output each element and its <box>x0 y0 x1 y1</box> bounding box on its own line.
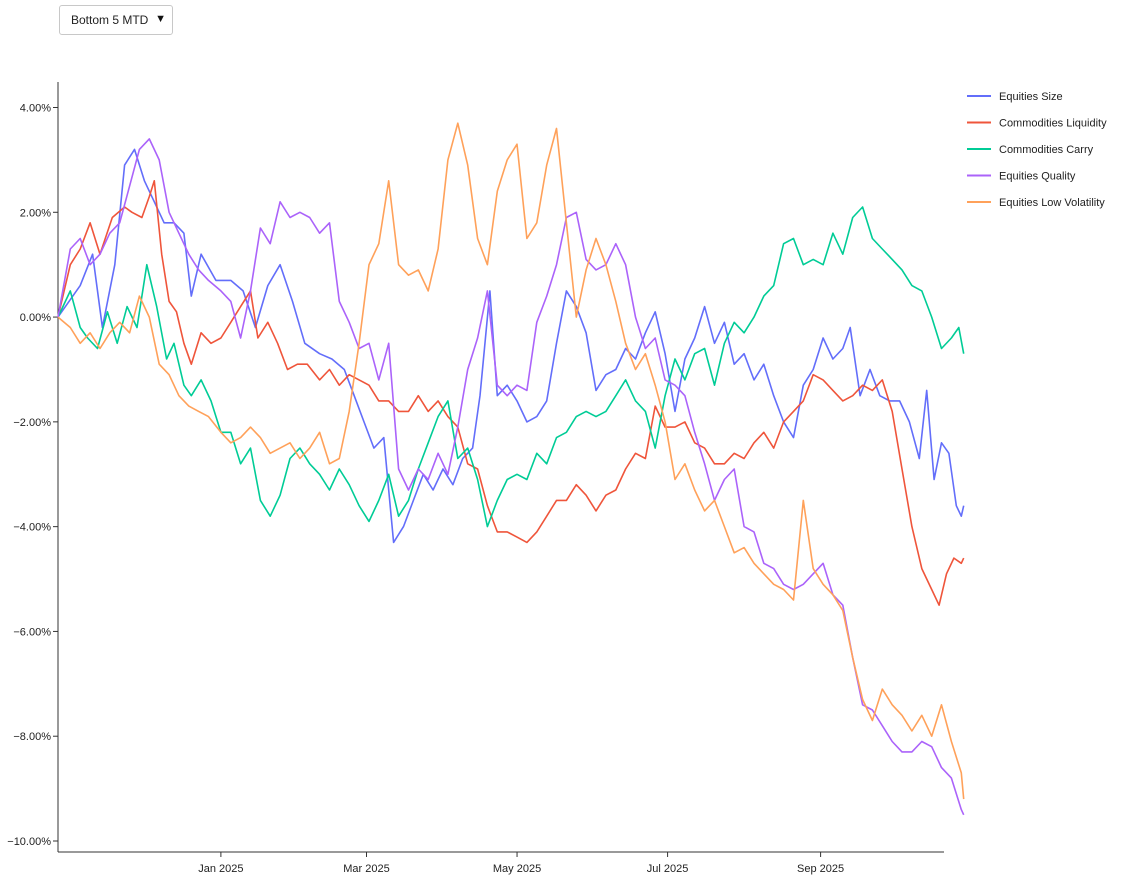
x-tick-label: Mar 2025 <box>343 863 389 875</box>
triangle-down-icon: ▼ <box>155 13 166 25</box>
x-tick-label: Sep 2025 <box>797 863 844 875</box>
series-filter-dropdown[interactable]: Bottom 5 MTD ▼ <box>59 5 173 35</box>
x-tick-label: Jan 2025 <box>198 863 243 875</box>
legend-label: Equities Quality <box>999 171 1076 183</box>
series-line-equities-quality <box>57 138 965 816</box>
legend-label: Commodities Carry <box>999 144 1094 156</box>
dropdown-selected-value: Bottom 5 MTD <box>71 13 149 27</box>
y-tick-label: −10.00% <box>7 836 51 848</box>
y-tick-label: −2.00% <box>13 417 51 429</box>
legend-label: Commodities Liquidity <box>999 118 1107 130</box>
x-tick-label: Jul 2025 <box>647 863 689 875</box>
y-tick-label: 4.00% <box>20 103 51 115</box>
y-tick-label: −6.00% <box>13 626 51 638</box>
y-tick-label: −8.00% <box>13 731 51 743</box>
legend-label: Equities Size <box>999 91 1063 103</box>
series-line-commodities-liquidity <box>57 180 965 607</box>
y-tick-label: −4.00% <box>13 522 51 534</box>
series-line-equities-low-volatility <box>57 122 965 800</box>
legend-label: Equities Low Volatility <box>999 197 1105 209</box>
series-line-commodities-carry <box>57 206 965 528</box>
y-tick-label: 0.00% <box>20 312 51 324</box>
series-line-equities-size <box>57 148 965 544</box>
y-tick-label: 2.00% <box>20 207 51 219</box>
x-tick-label: May 2025 <box>493 863 541 875</box>
